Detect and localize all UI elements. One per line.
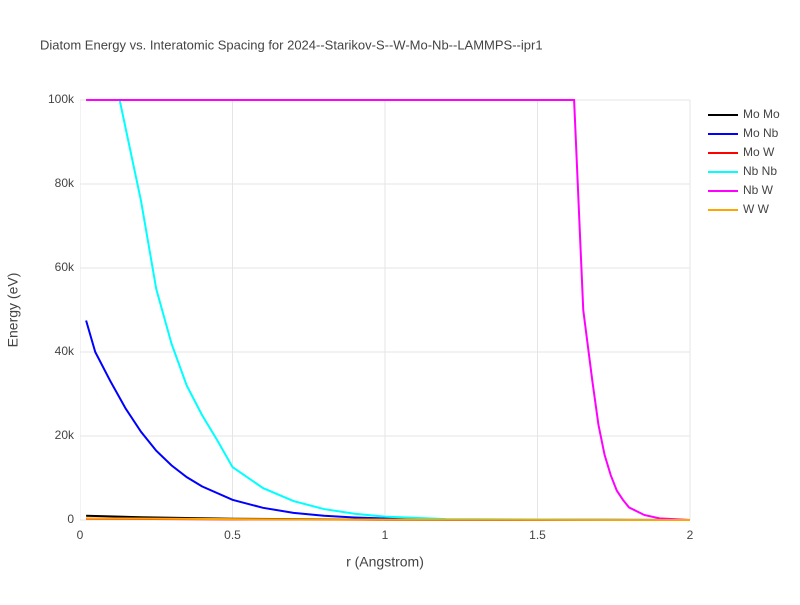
- y-axis-title: Energy (eV): [5, 273, 21, 348]
- legend-label: Mo Nb: [743, 126, 779, 140]
- chart-title: Diatom Energy vs. Interatomic Spacing fo…: [40, 37, 543, 52]
- y-tick-label: 100k: [48, 92, 75, 106]
- x-tick-label: 0.5: [224, 528, 241, 542]
- legend-label: Nb W: [743, 183, 774, 197]
- legend-label: W W: [743, 202, 770, 216]
- y-tick-label: 0: [67, 512, 74, 526]
- x-tick-label: 0: [77, 528, 84, 542]
- series-line: [86, 99, 691, 521]
- x-tick-label: 1: [382, 528, 389, 542]
- legend-label: Mo Mo: [743, 107, 780, 121]
- y-tick-label: 60k: [55, 260, 75, 274]
- series-line: [86, 517, 691, 521]
- y-tick-label: 80k: [55, 176, 75, 190]
- y-tick-label: 20k: [55, 428, 75, 442]
- x-tick-label: 1.5: [529, 528, 546, 542]
- x-tick-label: 2: [687, 528, 694, 542]
- y-tick-label: 40k: [55, 344, 75, 358]
- series-line: [85, 320, 691, 521]
- legend-label: Mo W: [743, 145, 775, 159]
- series-line: [86, 99, 691, 521]
- x-axis-title: r (Angstrom): [346, 554, 424, 570]
- plot-area: [80, 99, 691, 521]
- legend-label: Nb Nb: [743, 164, 777, 178]
